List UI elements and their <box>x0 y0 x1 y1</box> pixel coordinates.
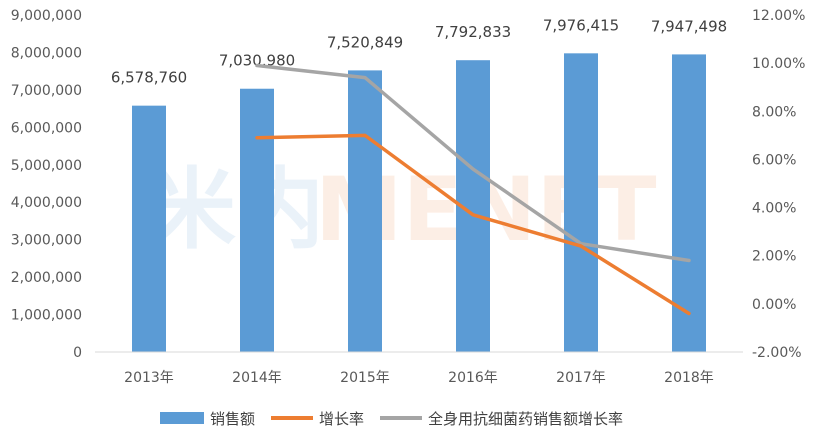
legend-label-growth: 增长率 <box>319 410 364 428</box>
x-axis-tick-label: 2014年 <box>232 370 282 386</box>
bar-data-label: 7,520,849 <box>327 33 403 51</box>
legend: 销售额 增长率 全身用抗细菌药销售额增长率 <box>160 410 623 428</box>
bar-data-label: 7,976,415 <box>543 16 619 34</box>
bar <box>240 88 274 353</box>
left-axis-tick-label: 3,000,000 <box>11 233 82 249</box>
left-axis-tick-label: 9,000,000 <box>11 8 82 24</box>
x-axis: 2013年 2014年 2015年 2016年 2017年 2018年 <box>95 351 743 386</box>
bar <box>672 54 706 353</box>
right-axis: -2.00% 0.00% 2.00% 4.00% 6.00% 8.00% 10.00% 12.… <box>752 8 805 361</box>
legend-swatch-sales <box>160 412 204 424</box>
antibacterial-growth-rate-line <box>255 63 691 263</box>
left-axis-tick-label: 0 <box>73 345 82 361</box>
left-axis: 0 1,000,000 2,000,000 3,000,000 4,000,000 5,0… <box>11 8 82 361</box>
growth-rate-line <box>255 133 691 316</box>
bar <box>564 53 598 352</box>
right-axis-tick-label: 6.00% <box>752 152 796 168</box>
left-axis-tick-label: 4,000,000 <box>11 195 82 211</box>
right-axis-tick-label: 0.00% <box>752 297 796 313</box>
left-axis-tick-label: 2,000,000 <box>11 270 82 286</box>
right-axis-tick-label: 12.00% <box>752 8 805 24</box>
bar-data-label: 7,792,833 <box>435 23 511 41</box>
bar-data-label: 6,578,760 <box>111 69 187 87</box>
left-axis-tick-label: 7,000,000 <box>11 83 82 99</box>
bar-data-label: 7,947,498 <box>651 17 727 35</box>
x-axis-tick-label: 2018年 <box>664 370 714 386</box>
bar-data-labels: 6,578,760 7,030,980 7,520,849 7,792,833 7,97… <box>111 16 727 86</box>
bar-series <box>132 53 706 353</box>
watermark-cn: 米内 <box>148 158 324 261</box>
left-axis-tick-label: 1,000,000 <box>11 308 82 324</box>
legend-label-antibacterial: 全身用抗细菌药销售额增长率 <box>428 410 623 428</box>
right-axis-tick-label: -2.00% <box>752 345 802 361</box>
left-axis-tick-label: 8,000,000 <box>11 45 82 61</box>
right-axis-tick-label: 2.00% <box>752 249 796 265</box>
line-series <box>255 63 691 316</box>
x-axis-tick-label: 2015年 <box>340 370 390 386</box>
left-axis-tick-label: 6,000,000 <box>11 120 82 136</box>
x-axis-tick-label: 2016年 <box>448 370 498 386</box>
left-axis-tick-label: 5,000,000 <box>11 158 82 174</box>
right-axis-tick-label: 4.00% <box>752 201 796 217</box>
right-axis-tick-label: 10.00% <box>752 56 805 72</box>
legend-label-sales: 销售额 <box>210 410 255 428</box>
bar <box>348 70 382 352</box>
right-axis-tick-label: 8.00% <box>752 104 796 120</box>
x-axis-tick-label: 2017年 <box>556 370 606 386</box>
x-axis-tick-label: 2013年 <box>124 370 174 386</box>
bar <box>132 105 166 352</box>
bar-data-label: 7,030,980 <box>219 52 295 70</box>
